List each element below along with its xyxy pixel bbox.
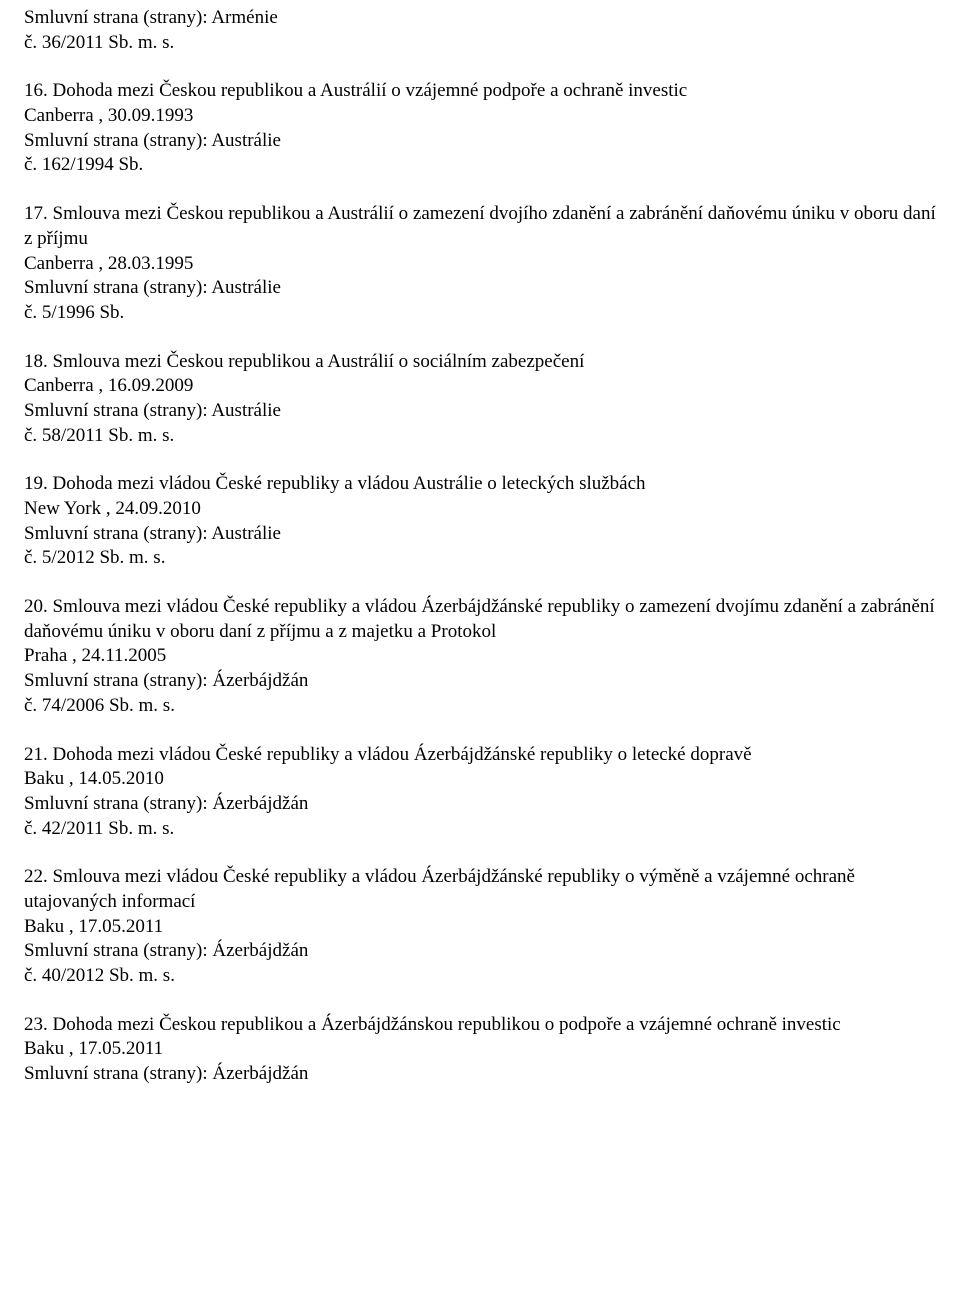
treaty-reference: č. 58/2011 Sb. m. s. — [24, 424, 936, 449]
treaty-entry: 21. Dohoda mezi vládou České republiky a… — [24, 743, 936, 842]
treaty-entry: 16. Dohoda mezi Českou republikou a Aust… — [24, 79, 936, 178]
treaty-place-date: Canberra , 30.09.1993 — [24, 104, 936, 129]
treaty-title: 23. Dohoda mezi Českou republikou a Ázer… — [24, 1013, 936, 1038]
treaty-reference: č. 5/1996 Sb. — [24, 301, 936, 326]
treaty-entry: 23. Dohoda mezi Českou republikou a Ázer… — [24, 1013, 936, 1087]
treaty-place-date: Baku , 17.05.2011 — [24, 1037, 936, 1062]
treaty-parties: Smluvní strana (strany): Arménie — [24, 6, 936, 31]
treaty-parties: Smluvní strana (strany): Ázerbájdžán — [24, 669, 936, 694]
treaty-entry: 19. Dohoda mezi vládou České republiky a… — [24, 472, 936, 571]
treaty-title: 21. Dohoda mezi vládou České republiky a… — [24, 743, 936, 768]
treaty-reference: č. 36/2011 Sb. m. s. — [24, 31, 936, 56]
treaty-title: 22. Smlouva mezi vládou České republiky … — [24, 865, 936, 914]
treaty-reference: č. 162/1994 Sb. — [24, 153, 936, 178]
treaty-place-date: New York , 24.09.2010 — [24, 497, 936, 522]
treaty-parties: Smluvní strana (strany): Austrálie — [24, 276, 936, 301]
treaty-parties: Smluvní strana (strany): Ázerbájdžán — [24, 939, 936, 964]
treaty-place-date: Baku , 14.05.2010 — [24, 767, 936, 792]
treaty-title: 20. Smlouva mezi vládou České republiky … — [24, 595, 936, 644]
treaty-entry: 20. Smlouva mezi vládou České republiky … — [24, 595, 936, 718]
treaty-place-date: Praha , 24.11.2005 — [24, 644, 936, 669]
treaty-title: 19. Dohoda mezi vládou České republiky a… — [24, 472, 936, 497]
treaty-reference: č. 5/2012 Sb. m. s. — [24, 546, 936, 571]
treaty-reference: č. 74/2006 Sb. m. s. — [24, 694, 936, 719]
treaty-entry: 22. Smlouva mezi vládou České republiky … — [24, 865, 936, 988]
treaty-place-date: Baku , 17.05.2011 — [24, 915, 936, 940]
treaty-reference: č. 42/2011 Sb. m. s. — [24, 817, 936, 842]
treaty-parties: Smluvní strana (strany): Ázerbájdžán — [24, 1062, 936, 1087]
treaty-title: 18. Smlouva mezi Českou republikou a Aus… — [24, 350, 936, 375]
treaty-place-date: Canberra , 28.03.1995 — [24, 252, 936, 277]
treaty-place-date: Canberra , 16.09.2009 — [24, 374, 936, 399]
treaty-reference: č. 40/2012 Sb. m. s. — [24, 964, 936, 989]
treaty-parties: Smluvní strana (strany): Austrálie — [24, 129, 936, 154]
treaty-entry: 17. Smlouva mezi Českou republikou a Aus… — [24, 202, 936, 325]
treaty-parties: Smluvní strana (strany): Ázerbájdžán — [24, 792, 936, 817]
treaty-parties: Smluvní strana (strany): Austrálie — [24, 399, 936, 424]
treaty-parties: Smluvní strana (strany): Austrálie — [24, 522, 936, 547]
treaty-title: 17. Smlouva mezi Českou republikou a Aus… — [24, 202, 936, 251]
treaty-fragment: Smluvní strana (strany): Arménie č. 36/2… — [24, 6, 936, 55]
treaty-entry: 18. Smlouva mezi Českou republikou a Aus… — [24, 350, 936, 449]
treaty-title: 16. Dohoda mezi Českou republikou a Aust… — [24, 79, 936, 104]
